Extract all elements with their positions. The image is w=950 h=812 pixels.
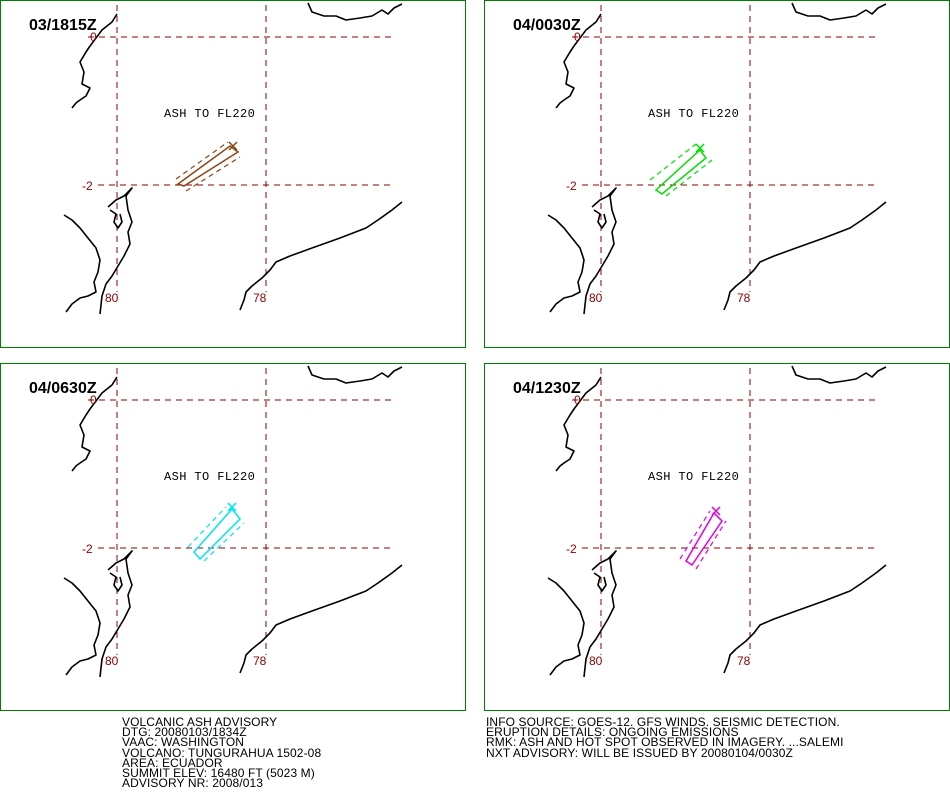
ash-cloud-outline	[711, 506, 721, 516]
longitude-label-80: 80	[589, 654, 603, 668]
ash-cloud-outline	[679, 510, 711, 560]
ash-height-label: ASH TO FL220	[648, 107, 740, 121]
coastline-northeast-island	[791, 2, 887, 21]
coastline-island	[593, 572, 607, 592]
map-frame	[484, 0, 950, 348]
map-canvas: 0 -2 80 78	[0, 363, 466, 711]
advisory-line: SUMMIT ELEV: 16480 FT (5023 M)	[122, 766, 315, 781]
coastline-gulf-east	[99, 187, 133, 315]
advisory-line: AREA: ECUADOR	[122, 755, 223, 770]
coastline-island	[593, 209, 607, 229]
map-frame	[0, 363, 466, 711]
coastline-southeast	[723, 564, 887, 674]
ash-cloud-outline	[203, 522, 245, 562]
advisory-line: VOLCANIC ASH ADVISORY	[122, 715, 278, 729]
coastline-west-inlet	[547, 214, 585, 313]
ash-cloud-outline	[227, 502, 237, 512]
advisory-text-left: VOLCANIC ASH ADVISORY DTG: 20080103/1834…	[122, 715, 322, 791]
ash-cloud-outline	[654, 148, 708, 195]
map-frame	[0, 0, 466, 348]
coastline-northeast-island	[307, 365, 403, 384]
advisory-line: ADVISORY NR: 2008/013	[122, 776, 264, 791]
coastline-southeast	[239, 564, 403, 674]
coastline-northeast-island	[307, 2, 403, 21]
ash-cloud	[175, 141, 241, 192]
advisory-line: VAAC: WASHINGTON	[122, 735, 245, 750]
latitude-label-0: 0	[90, 30, 97, 44]
forecast-time-label: 04/0030Z	[513, 17, 581, 34]
advisory-line: RMK: ASH AND HOT SPOT OBSERVED IN IMAGER…	[486, 735, 844, 750]
coastline-northeast-island	[791, 365, 887, 384]
ash-cloud-outline	[649, 143, 697, 181]
forecast-time-label: 04/0630Z	[29, 380, 97, 397]
latitude-label-minus2: -2	[566, 542, 577, 556]
coastline-north-shore	[71, 376, 118, 472]
ash-height-label: ASH TO FL220	[164, 107, 256, 121]
ash-cloud-outline	[228, 141, 238, 151]
ash-cloud	[679, 506, 727, 570]
advisory-line: INFO SOURCE: GOES-12. GFS WINDS. SEISMIC…	[486, 715, 840, 729]
forecast-panel-3: 0 -2 80 78 04/0630Z ASH TO FL220	[0, 363, 466, 711]
ash-cloud-outline	[695, 143, 705, 153]
latitude-label-minus2: -2	[566, 179, 577, 193]
latitude-label-0: 0	[90, 393, 97, 407]
ash-height-label: ASH TO FL220	[648, 470, 740, 484]
latitude-label-0: 0	[574, 393, 581, 407]
ash-height-label: ASH TO FL220	[164, 470, 256, 484]
ash-cloud-outline	[193, 507, 242, 561]
coastline-southeast	[239, 201, 403, 311]
coastline-gulf-east	[583, 550, 617, 678]
coastline-west-inlet	[63, 577, 101, 676]
map-canvas: 0 -2 80 78	[0, 0, 466, 348]
longitude-label-78: 78	[737, 654, 751, 668]
ash-cloud	[649, 143, 713, 197]
longitude-label-80: 80	[105, 291, 119, 305]
map-canvas: 0 -2 80 78	[484, 0, 950, 348]
longitude-label-80: 80	[105, 654, 119, 668]
map-canvas: 0 -2 80 78	[484, 363, 950, 711]
forecast-time-label: 03/1815Z	[29, 17, 97, 34]
forecast-panel-2: 0 -2 80 78 04/0030Z ASH TO FL220	[484, 0, 950, 348]
ash-cloud-outline	[187, 506, 227, 548]
forecast-panel-4: 0 -2 80 78 04/1230Z ASH TO FL220	[484, 363, 950, 711]
advisory-line: NXT ADVISORY: WILL BE ISSUED BY 20080104…	[486, 745, 793, 760]
coastline-gulf-east	[99, 550, 133, 678]
forecast-time-label: 04/1230Z	[513, 380, 581, 397]
coastline-gulf-east	[583, 187, 617, 315]
coastline-island	[109, 572, 123, 592]
longitude-label-78: 78	[253, 654, 267, 668]
ash-cloud-outline	[185, 156, 241, 192]
advisory-line: VOLCANO: TUNGURAHUA 1502-08	[122, 745, 322, 760]
advisory-line: ERUPTION DETAILS: ONGOING EMISSIONS	[486, 725, 739, 740]
latitude-label-minus2: -2	[82, 179, 93, 193]
advisory-line: DTG: 20080103/1834Z	[122, 725, 247, 740]
ash-cloud-outline	[175, 141, 229, 180]
coastline-north-shore	[555, 376, 602, 472]
coastline-north-shore	[555, 13, 602, 109]
ash-cloud-outline	[695, 520, 727, 570]
forecast-panel-1: 0 -2 80 78 03/1815Z ASH TO FL220	[0, 0, 466, 348]
ash-cloud-outline	[684, 511, 723, 567]
latitude-label-0: 0	[574, 30, 581, 44]
longitude-label-78: 78	[253, 291, 267, 305]
coastline-west-inlet	[63, 214, 101, 313]
ash-cloud-outline	[176, 145, 240, 187]
map-frame	[484, 363, 950, 711]
longitude-label-78: 78	[737, 291, 751, 305]
coastline-island	[109, 209, 123, 229]
coastline-southeast	[723, 201, 887, 311]
longitude-label-80: 80	[589, 291, 603, 305]
latitude-label-minus2: -2	[82, 542, 93, 556]
coastline-west-inlet	[547, 577, 585, 676]
coastline-north-shore	[71, 13, 118, 109]
advisory-text-right: INFO SOURCE: GOES-12. GFS WINDS. SEISMIC…	[486, 715, 844, 760]
ash-cloud	[187, 502, 245, 562]
ash-cloud-outline	[665, 159, 713, 197]
